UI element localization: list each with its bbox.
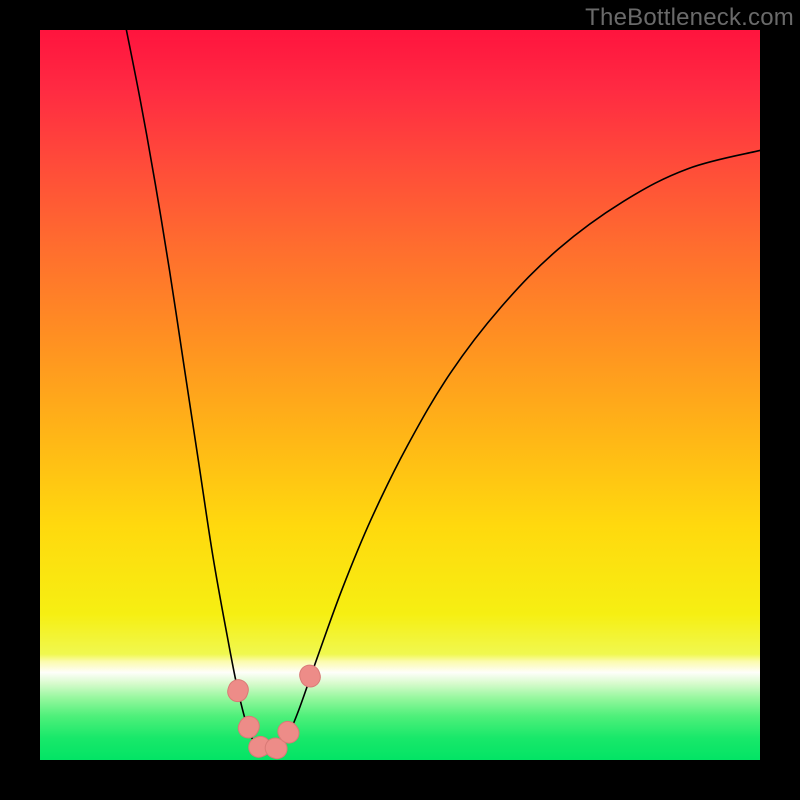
marker xyxy=(225,677,251,704)
plot-area xyxy=(40,30,760,760)
curve-right xyxy=(267,150,760,752)
curve-left xyxy=(126,30,266,753)
marker xyxy=(297,662,323,690)
chart-curves xyxy=(40,30,760,760)
watermark: TheBottleneck.com xyxy=(585,4,794,32)
marker-group xyxy=(225,662,323,761)
